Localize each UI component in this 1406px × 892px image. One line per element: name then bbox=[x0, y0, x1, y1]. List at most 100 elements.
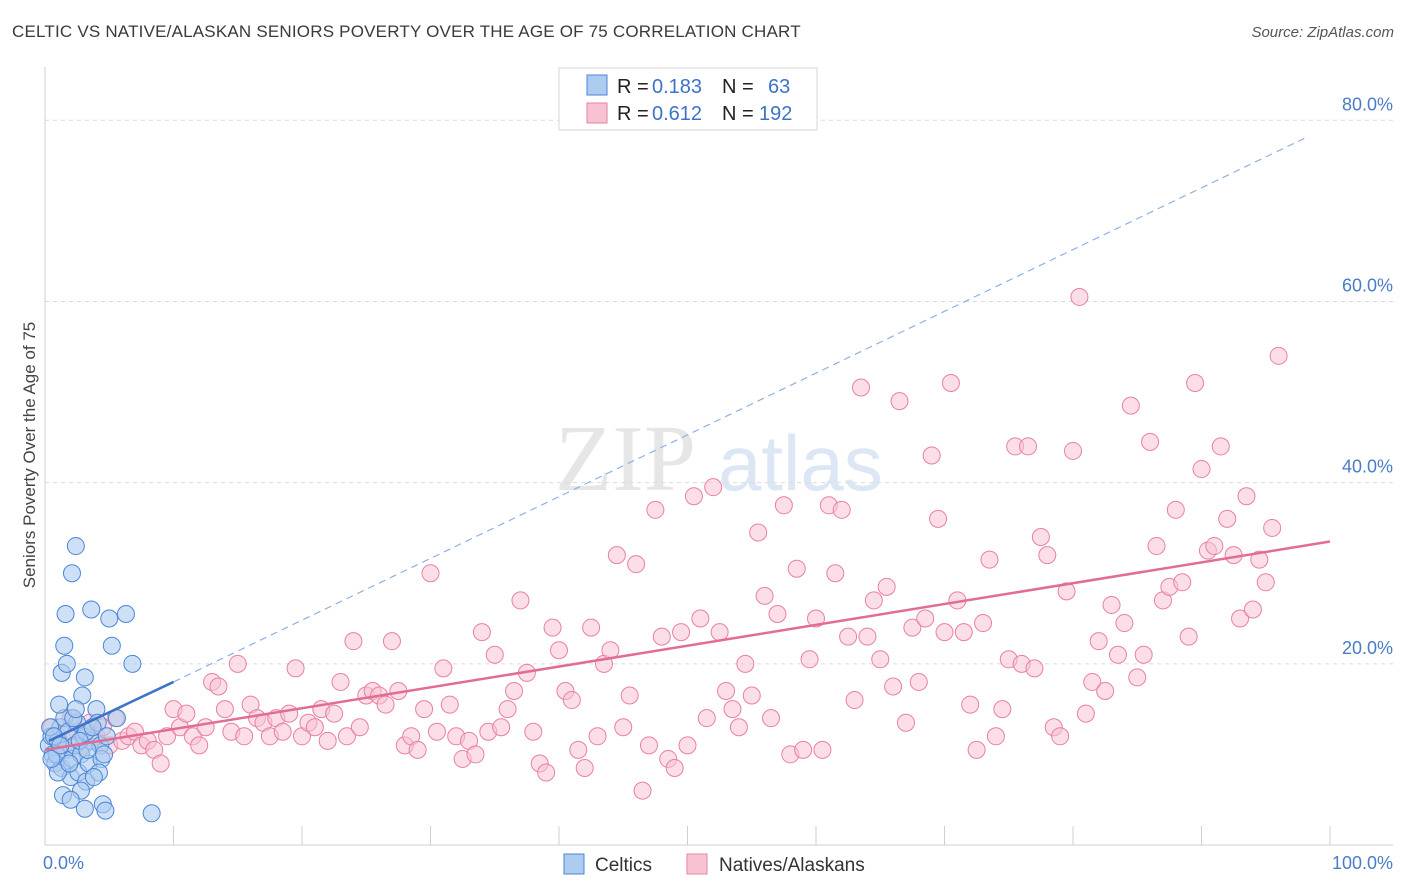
native-point-117 bbox=[794, 740, 813, 759]
bottom-legend: Celtics Natives/Alaskans bbox=[563, 853, 865, 876]
native-point-137 bbox=[922, 446, 941, 465]
native-point-38 bbox=[286, 659, 305, 678]
native-point-21 bbox=[177, 704, 196, 723]
native-point-158 bbox=[1057, 582, 1076, 601]
native-point-83 bbox=[575, 759, 594, 777]
native-point-37 bbox=[280, 704, 299, 723]
celtic-point-37 bbox=[95, 745, 114, 764]
native-point-127 bbox=[858, 627, 877, 646]
celtic-trend-extension bbox=[173, 137, 1305, 683]
native-point-67 bbox=[472, 623, 491, 642]
celtic-point-62 bbox=[66, 700, 85, 719]
native-point-132 bbox=[890, 392, 909, 411]
native-point-24 bbox=[196, 718, 215, 737]
native-point-134 bbox=[903, 618, 922, 637]
legend-celtic-n-label: N = bbox=[722, 76, 754, 98]
legend-native-r-value: 0.612 bbox=[652, 103, 702, 125]
native-point-44 bbox=[325, 704, 344, 723]
native-point-177 bbox=[1179, 627, 1198, 646]
native-point-105 bbox=[717, 682, 736, 700]
native-point-144 bbox=[967, 740, 986, 759]
native-point-61 bbox=[434, 659, 453, 678]
native-point-146 bbox=[980, 550, 999, 569]
native-point-90 bbox=[620, 686, 639, 705]
legend-native-n-label: N = bbox=[722, 103, 754, 125]
native-point-181 bbox=[1205, 537, 1224, 556]
native-point-27 bbox=[215, 700, 234, 719]
native-point-168 bbox=[1121, 396, 1140, 415]
native-point-71 bbox=[498, 700, 517, 719]
native-point-41 bbox=[305, 718, 324, 737]
native-point-30 bbox=[235, 727, 254, 746]
native-point-125 bbox=[845, 691, 864, 710]
celtic-point-49 bbox=[142, 804, 161, 823]
native-point-91 bbox=[627, 555, 646, 574]
native-point-94 bbox=[646, 500, 665, 519]
native-point-109 bbox=[742, 686, 761, 705]
native-point-124 bbox=[839, 627, 858, 646]
native-point-45 bbox=[331, 672, 350, 691]
celtic-point-58 bbox=[42, 749, 61, 768]
native-point-185 bbox=[1231, 609, 1250, 628]
native-point-84 bbox=[582, 618, 601, 637]
native-point-66 bbox=[466, 745, 485, 764]
native-point-101 bbox=[691, 609, 710, 628]
watermark-atlas: atlas bbox=[718, 419, 883, 507]
legend-native-r-label: R = bbox=[617, 103, 649, 125]
native-point-97 bbox=[665, 759, 684, 777]
grid-lines bbox=[45, 119, 1393, 665]
celtic-point-26 bbox=[66, 537, 85, 556]
native-point-122 bbox=[826, 564, 845, 583]
native-point-72 bbox=[505, 682, 524, 700]
celtic-trend-line bbox=[48, 680, 175, 742]
native-point-186 bbox=[1237, 487, 1256, 506]
native-point-23 bbox=[190, 736, 209, 755]
axes bbox=[44, 67, 1393, 846]
legend-box: R = 0.183 N = 63 R = 0.612 N = 192 bbox=[558, 67, 818, 131]
native-point-92 bbox=[633, 781, 652, 800]
native-point-46 bbox=[337, 727, 356, 746]
native-point-26 bbox=[209, 677, 228, 696]
bottom-legend-native-swatch bbox=[686, 853, 708, 875]
legend-native-n-value: 192 bbox=[759, 103, 792, 125]
native-point-102 bbox=[697, 709, 716, 728]
celtic-point-48 bbox=[96, 801, 115, 820]
native-point-17 bbox=[151, 754, 170, 773]
native-point-53 bbox=[382, 632, 401, 651]
celtic-point-36 bbox=[84, 768, 103, 787]
y-tick-label-0: 20.0% bbox=[1342, 638, 1393, 658]
celtic-point-39 bbox=[102, 636, 121, 655]
native-point-126 bbox=[851, 378, 870, 397]
native-point-100 bbox=[684, 487, 703, 506]
native-point-189 bbox=[1256, 573, 1275, 592]
native-point-172 bbox=[1147, 537, 1166, 556]
native-point-79 bbox=[550, 641, 568, 660]
native-point-104 bbox=[710, 623, 729, 642]
native-trend-line bbox=[44, 540, 1331, 752]
native-points bbox=[42, 287, 1288, 800]
celtic-point-42 bbox=[123, 654, 142, 673]
native-point-81 bbox=[562, 691, 581, 710]
native-point-161 bbox=[1076, 704, 1095, 723]
chart-title: CELTIC VS NATIVE/ALASKAN SENIORS POVERTY… bbox=[12, 22, 801, 41]
legend-celtic-r-value: 0.183 bbox=[652, 76, 702, 98]
native-point-159 bbox=[1064, 441, 1082, 460]
native-point-29 bbox=[228, 654, 247, 673]
native-point-140 bbox=[941, 374, 960, 392]
native-point-191 bbox=[1269, 346, 1288, 365]
y-axis-label: Seniors Poverty Over the Age of 75 bbox=[20, 322, 39, 588]
native-point-70 bbox=[492, 718, 511, 737]
native-point-106 bbox=[723, 700, 742, 719]
legend-celtic-r-label: R = bbox=[617, 76, 649, 98]
native-point-138 bbox=[929, 509, 948, 528]
y-tick-label-2: 60.0% bbox=[1342, 275, 1393, 295]
watermark-zip: ZIP bbox=[555, 407, 696, 511]
native-point-178 bbox=[1186, 374, 1205, 392]
celtic-point-38 bbox=[100, 609, 119, 628]
native-point-167 bbox=[1115, 614, 1134, 633]
native-point-183 bbox=[1218, 509, 1237, 528]
native-point-179 bbox=[1192, 460, 1211, 479]
native-point-118 bbox=[800, 650, 819, 669]
native-point-131 bbox=[884, 677, 903, 696]
